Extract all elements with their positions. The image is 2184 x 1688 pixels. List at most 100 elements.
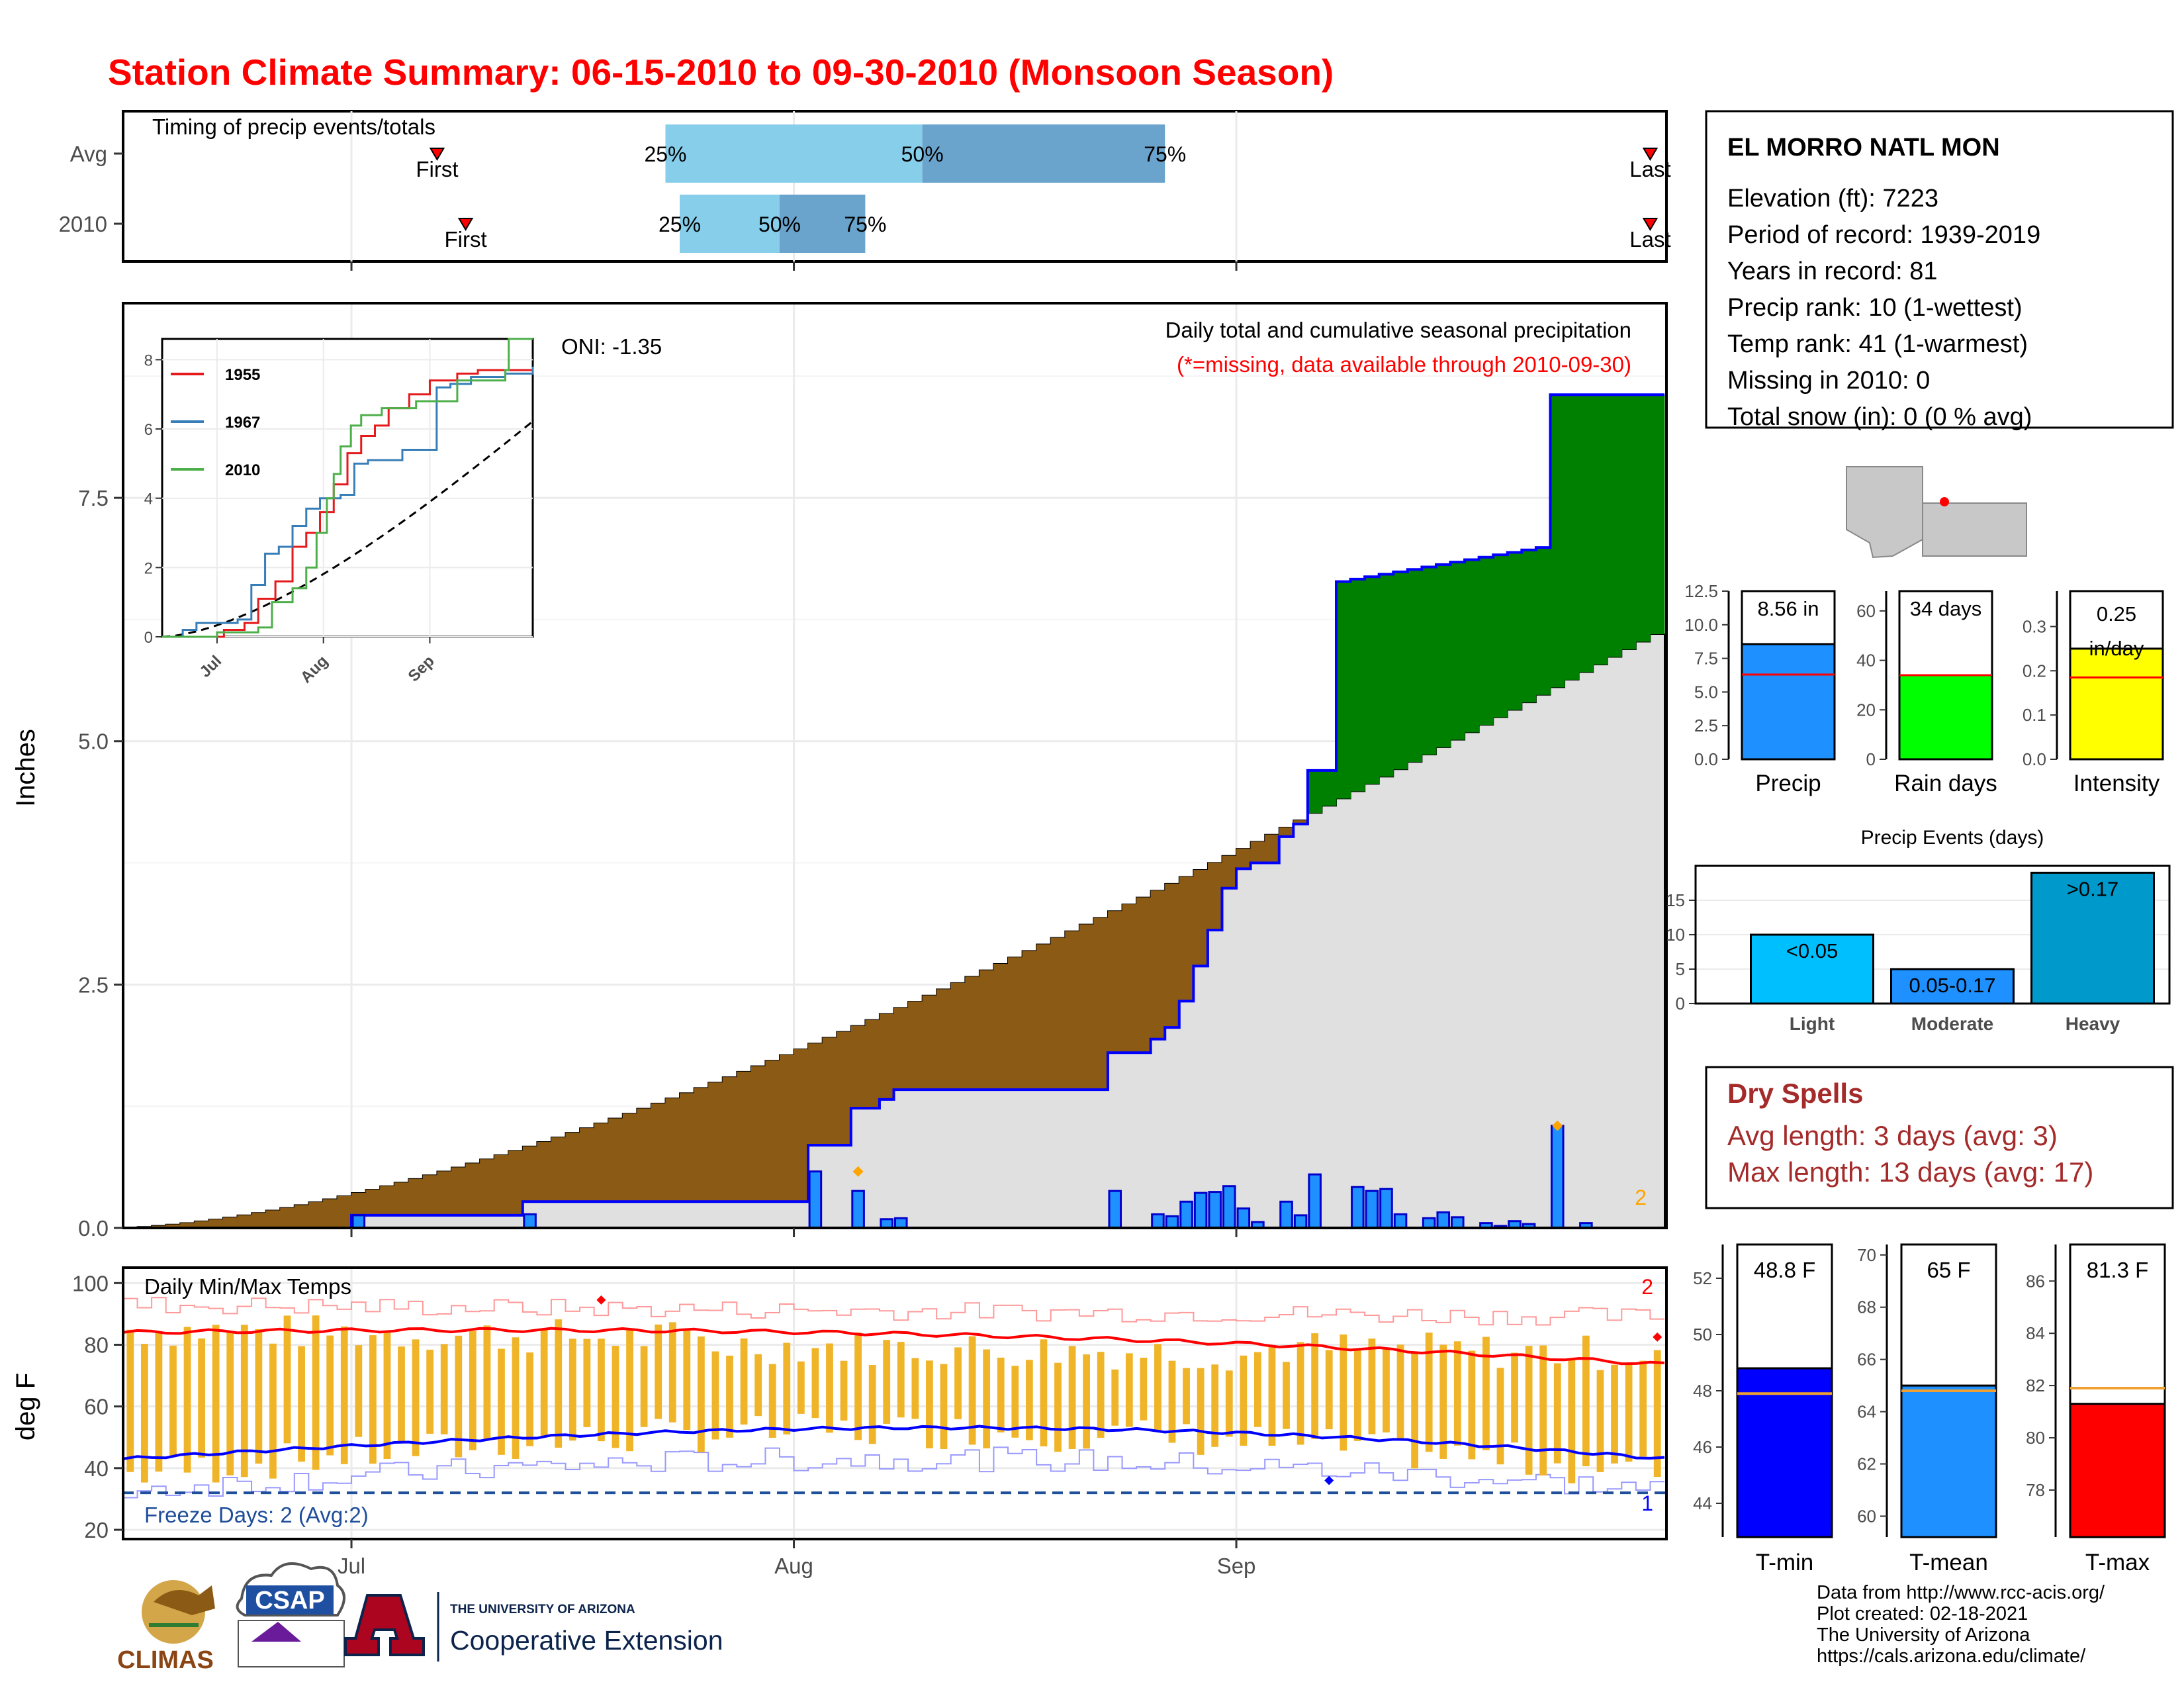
below-average-area <box>508 1150 523 1215</box>
daily-precip-bar <box>1365 1190 1379 1229</box>
precip-ytick-label: 7.5 <box>78 486 109 510</box>
below-average-area <box>465 1163 480 1215</box>
above-average-area <box>1650 395 1665 634</box>
station-info-box: EL MORRO NATL MON Elevation (ft): 7223 Per… <box>1705 110 2174 431</box>
below-average-area <box>708 1082 723 1202</box>
daily-temp-range-bar <box>555 1319 563 1448</box>
below-average-area <box>380 1186 395 1215</box>
temp-ytick-label: 40 <box>84 1456 109 1481</box>
daily-temp-range-bar <box>1283 1362 1290 1429</box>
temp-bar-name: T-min <box>1756 1550 1814 1575</box>
daily-temp-range-bar <box>1097 1352 1105 1438</box>
below-average-area <box>850 1025 866 1109</box>
below-average-area <box>637 1108 652 1202</box>
temp-bar-ytick-label: 84 <box>2026 1323 2045 1343</box>
temp-bar-name: T-mean <box>1909 1550 1988 1575</box>
daily-precip-bar <box>851 1190 865 1229</box>
daily-temp-range-bar <box>1425 1333 1433 1452</box>
csap-logo-text: CSAP <box>255 1587 325 1615</box>
inset-legend-label: 1967 <box>225 414 260 432</box>
dry-spells-max: Max length: 13 days (avg: 17) <box>1727 1156 2093 1188</box>
above-average-area <box>1379 574 1394 777</box>
daily-temp-range-bar <box>1268 1346 1276 1446</box>
daily-temp-range-bar <box>1011 1366 1019 1438</box>
summary-ytick-label: 12.5 <box>1684 581 1718 601</box>
daily-temp-range-bar <box>1325 1350 1333 1430</box>
below-average-area <box>1036 944 1052 1090</box>
daily-precip-bar <box>1550 1125 1565 1229</box>
precip-ylabel: Inches <box>11 729 40 807</box>
timing-last-marker <box>1642 148 1659 161</box>
below-average-area <box>1207 863 1222 931</box>
daily-temp-range-bar <box>1496 1368 1504 1465</box>
daily-temp-range-bar <box>440 1344 448 1434</box>
summary-ytick-label: 0.3 <box>2023 616 2046 636</box>
station-info-line: Precip rank: 10 (1-wettest) <box>1727 294 2023 322</box>
daily-temp-range-bar <box>1625 1363 1633 1462</box>
daily-temp-range-bar <box>1525 1346 1533 1475</box>
daily-temp-range-bar <box>1468 1350 1476 1460</box>
daily-temp-range-bar <box>1068 1346 1076 1449</box>
timing-p75-label: 75% <box>844 212 886 236</box>
summary-bar-precip: 0.0 2.5 5.0 7.5 10.0 12.5 8.56 in Precip <box>1684 581 1836 796</box>
timing-bar-25-50 <box>680 195 780 253</box>
daily-temp-range-bar <box>1439 1344 1447 1459</box>
csap-frame <box>238 1620 345 1667</box>
dry-spells-box: Dry Spells Avg length: 3 days (avg: 3) Max… <box>1705 1066 2174 1209</box>
daily-temp-range-bar <box>598 1338 605 1442</box>
daily-temp-range-bar <box>826 1343 833 1433</box>
daily-precip-bar <box>1151 1213 1165 1229</box>
below-average-area <box>694 1088 709 1202</box>
daily-temp-range-bar <box>326 1335 334 1456</box>
below-average-area <box>308 1202 324 1228</box>
daily-temp-range-bar <box>1539 1345 1547 1476</box>
daily-temp-range-bar <box>683 1329 691 1430</box>
daily-temp-range-bar <box>1054 1362 1062 1452</box>
daily-temp-range-bar <box>340 1326 348 1464</box>
temperature-panel: Daily Min/Max Temps 2 1 Freeze Days: 2 (Avg… <box>11 1266 1668 1578</box>
below-average-area <box>837 1031 852 1146</box>
daily-temp-range-bar <box>1240 1355 1248 1446</box>
daily-precip-bar <box>1279 1200 1293 1229</box>
station-info-line: Temp rank: 41 (1-warmest) <box>1727 330 2028 358</box>
daily-temp-range-bar <box>940 1364 948 1449</box>
daily-temp-range-bar <box>240 1325 248 1477</box>
daily-temp-range-bar <box>526 1352 533 1446</box>
daily-precip-bar <box>894 1217 908 1229</box>
daily-temp-range-bar <box>797 1361 805 1414</box>
below-average-area <box>737 1071 752 1202</box>
daily-precip-bar <box>1308 1173 1322 1229</box>
above-average-area <box>1507 552 1522 710</box>
daily-temp-range-bar <box>1140 1358 1148 1421</box>
summary-bar-intensity: 0.0 0.1 0.2 0.3 0.25 in/day Intensity <box>2023 590 2164 796</box>
above-average-area <box>1493 555 1508 718</box>
below-average-area <box>1079 924 1094 1090</box>
daily-temp-range-bar <box>1582 1335 1590 1467</box>
below-average-area <box>408 1178 424 1215</box>
below-average-area <box>1122 904 1137 1053</box>
daily-temp-range-bar <box>1383 1348 1390 1432</box>
daily-temp-range-bar <box>926 1360 933 1448</box>
precip-ytick-label: 0.0 <box>78 1216 109 1241</box>
daily-precip-bar <box>1393 1213 1408 1229</box>
daily-temp-range-bar <box>897 1342 905 1418</box>
daily-precip-bar <box>1165 1215 1179 1229</box>
timing-title: Timing of precip events/totals <box>152 115 435 139</box>
below-average-area <box>1179 876 1194 1002</box>
station-info-line: Total snow (in): 0 (0 % avg) <box>1727 403 2032 431</box>
summary-ytick-label: 7.5 <box>1694 649 1718 669</box>
summary-ytick-label: 0 <box>1866 749 1876 769</box>
above-average-area <box>1593 395 1608 665</box>
climas-logo-text: CLIMAS <box>117 1646 214 1674</box>
below-average-area <box>365 1189 381 1215</box>
daily-temp-range-bar <box>983 1349 991 1448</box>
daily-precip-bar <box>1108 1190 1122 1229</box>
below-average-area <box>965 976 980 1090</box>
record-temp-marker <box>1653 1332 1662 1342</box>
below-average-area <box>950 982 966 1090</box>
below-average-area <box>651 1103 666 1202</box>
temp-bar-ytick-label: 86 <box>2026 1271 2045 1291</box>
temp-bar-ytick-label: 66 <box>1857 1350 1876 1370</box>
below-average-area <box>1293 820 1308 824</box>
events-ytick-label: 15 <box>1666 890 1685 910</box>
